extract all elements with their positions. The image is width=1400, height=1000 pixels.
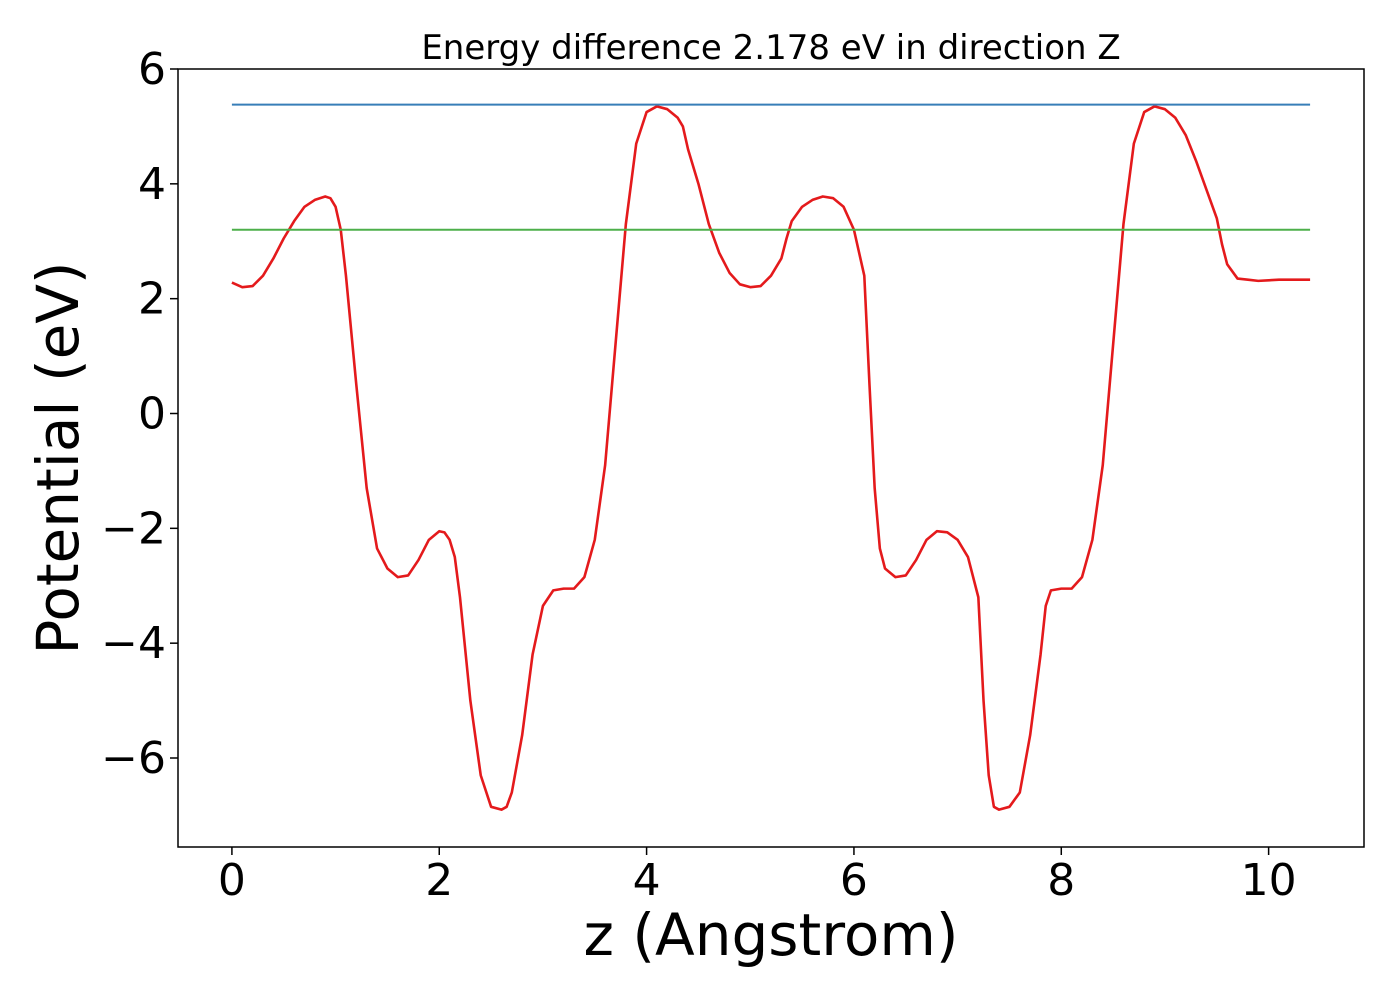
y-tick-label: −6 (101, 733, 166, 784)
series-layer (231, 103, 1311, 811)
series-line-potential (231, 105, 1311, 811)
x-tick-label: 8 (1047, 855, 1075, 906)
x-axis: 0 2 4 6 8 10 (218, 847, 1297, 906)
y-tick-label: 0 (138, 389, 166, 440)
y-tick-label: −2 (101, 503, 166, 554)
y-tick-label: 2 (138, 274, 166, 325)
x-axis-label: z (Angstrom) (584, 901, 959, 969)
x-tick-label: 4 (633, 855, 661, 906)
chart-title: Energy difference 2.178 eV in direction … (421, 28, 1120, 68)
x-tick-label: 6 (840, 855, 868, 906)
y-axis: −6 −4 −2 0 2 4 6 (101, 44, 178, 784)
y-tick-label: −4 (101, 618, 166, 669)
x-tick-label: 10 (1241, 855, 1297, 906)
plot-frame (177, 68, 1365, 848)
y-tick-label: 6 (138, 44, 166, 95)
x-tick-label: 2 (425, 855, 453, 906)
y-tick-label: 4 (138, 159, 166, 210)
y-axis-label: Potential (eV) (24, 261, 92, 654)
x-tick-label: 0 (218, 855, 246, 906)
